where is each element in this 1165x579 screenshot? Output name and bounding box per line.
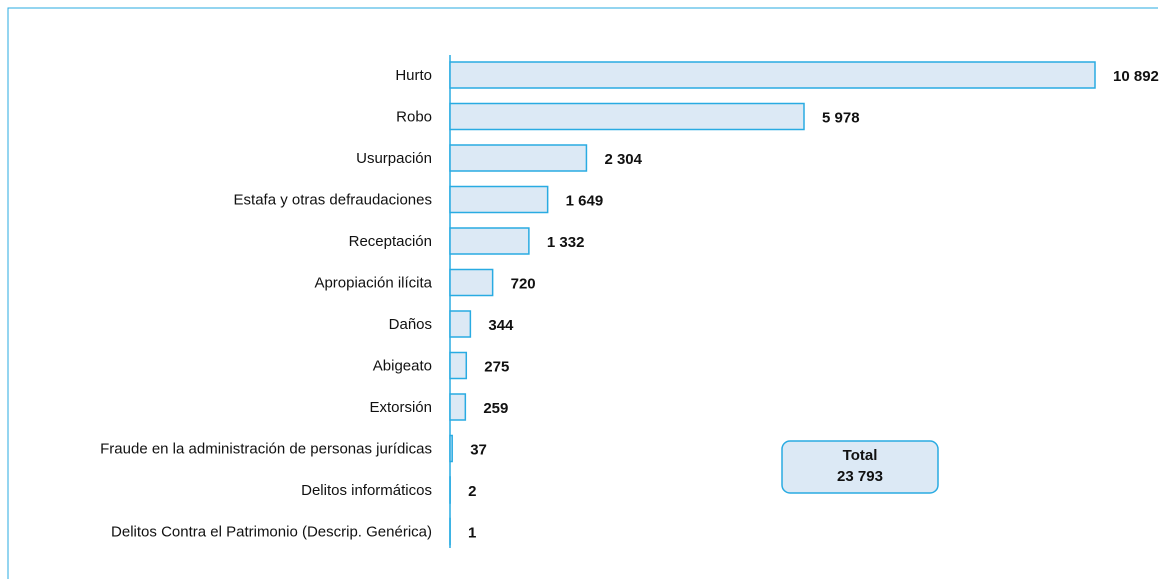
total-label: Total <box>843 447 878 464</box>
category-label: Usurpación <box>356 150 432 167</box>
category-label: Daños <box>389 316 432 333</box>
bar <box>449 268 494 297</box>
value-label: 720 <box>511 275 536 292</box>
bar <box>449 434 453 463</box>
value-label: 5 978 <box>822 109 860 126</box>
category-label: Robo <box>396 108 432 125</box>
category-label: Fraude en la administración de personas … <box>100 440 432 457</box>
value-label: 2 304 <box>604 151 642 168</box>
total-value: 23 793 <box>837 468 883 485</box>
value-label: 10 892 <box>1113 68 1159 85</box>
value-label: 344 <box>488 317 514 334</box>
value-label: 1 <box>468 524 476 541</box>
category-label: Estafa y otras defraudaciones <box>234 191 432 208</box>
bar <box>449 310 472 338</box>
category-label: Delitos informáticos <box>301 482 432 499</box>
total-box <box>781 440 939 494</box>
category-label: Receptación <box>349 233 432 250</box>
category-label: Delitos Contra el Patrimonio (Descrip. G… <box>111 523 432 540</box>
bar <box>449 351 468 380</box>
value-label: 1 649 <box>566 192 604 209</box>
bar <box>449 102 805 131</box>
category-label: Apropiación ilícita <box>314 274 432 291</box>
bar <box>449 393 467 421</box>
value-label: 275 <box>484 358 509 375</box>
bar <box>449 144 588 172</box>
category-label: Abigeato <box>373 357 432 374</box>
value-label: 2 <box>468 483 476 500</box>
value-label: 1 332 <box>547 234 585 251</box>
category-label: Hurto <box>395 67 432 84</box>
bar <box>449 185 549 214</box>
value-label: 37 <box>470 441 487 458</box>
frame <box>7 7 1158 579</box>
category-label: Extorsión <box>369 399 432 416</box>
bar <box>449 227 530 255</box>
value-label: 259 <box>483 400 508 417</box>
bar <box>449 61 1096 89</box>
